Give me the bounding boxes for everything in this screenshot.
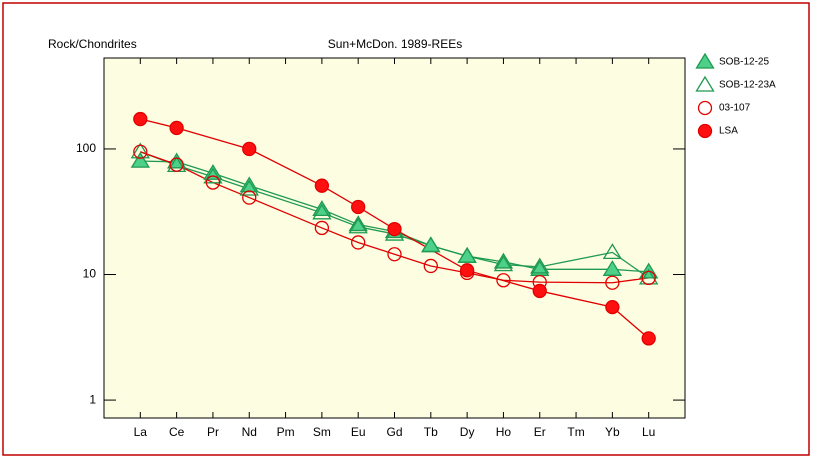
- marker: [312, 203, 332, 220]
- legend-marker: [695, 52, 715, 69]
- x-tick-label: Ce: [169, 425, 185, 439]
- legend-label: SOB-12-23A: [719, 80, 776, 91]
- marker: [387, 247, 402, 262]
- y-tick-label: 100: [76, 141, 96, 155]
- chart-title: Sun+McDon. 1989-REEs: [328, 37, 462, 51]
- marker: [605, 299, 620, 315]
- marker: [421, 236, 441, 253]
- marker: [239, 179, 259, 196]
- legend-label: SOB-12-25: [719, 57, 769, 68]
- marker: [133, 111, 148, 127]
- x-tick-label: Gd: [386, 425, 402, 439]
- marker: [169, 120, 184, 136]
- marker: [203, 167, 223, 184]
- x-tick-label: Ho: [496, 425, 512, 439]
- x-tick-label: Dy: [460, 425, 475, 439]
- legend-marker: [695, 75, 715, 92]
- marker: [457, 246, 477, 263]
- x-tick-label: Pr: [207, 425, 219, 439]
- x-tick-label: Pm: [277, 425, 295, 439]
- marker: [205, 175, 221, 190]
- marker: [602, 260, 623, 276]
- marker: [532, 283, 547, 299]
- y-tick-label: 1: [89, 392, 96, 406]
- marker: [242, 190, 257, 205]
- marker: [530, 257, 550, 274]
- marker: [348, 217, 368, 234]
- legend-marker: [697, 123, 713, 139]
- marker: [130, 151, 150, 168]
- marker: [641, 331, 656, 346]
- legend-label: LSA: [719, 126, 738, 137]
- x-tick-label: Tm: [567, 425, 584, 439]
- marker: [387, 221, 402, 237]
- x-tick-label: Nd: [242, 425, 257, 439]
- x-tick-label: Lu: [642, 425, 655, 439]
- marker: [314, 178, 330, 193]
- x-tick-label: Tb: [424, 425, 438, 439]
- legend-marker: [697, 100, 713, 116]
- y-axis-label: Rock/Chondrites: [48, 37, 137, 51]
- x-tick-label: Eu: [351, 425, 366, 439]
- legend-label: 03-107: [719, 103, 751, 114]
- series-line: [140, 118, 650, 339]
- x-tick-label: La: [134, 425, 148, 439]
- marker: [314, 220, 330, 236]
- marker: [348, 215, 368, 232]
- x-tick-label: Er: [534, 425, 546, 439]
- marker: [351, 235, 366, 250]
- marker: [493, 255, 514, 272]
- x-tick-label: Yb: [605, 425, 620, 439]
- marker: [351, 199, 366, 215]
- y-tick-label: 10: [83, 267, 97, 281]
- marker: [133, 144, 148, 159]
- marker: [602, 243, 623, 260]
- marker: [496, 273, 511, 288]
- marker: [459, 263, 475, 278]
- marker: [641, 270, 656, 286]
- marker: [169, 157, 184, 172]
- marker: [605, 275, 620, 290]
- marker: [423, 258, 438, 274]
- x-tick-label: Sm: [313, 425, 331, 439]
- marker: [242, 141, 257, 157]
